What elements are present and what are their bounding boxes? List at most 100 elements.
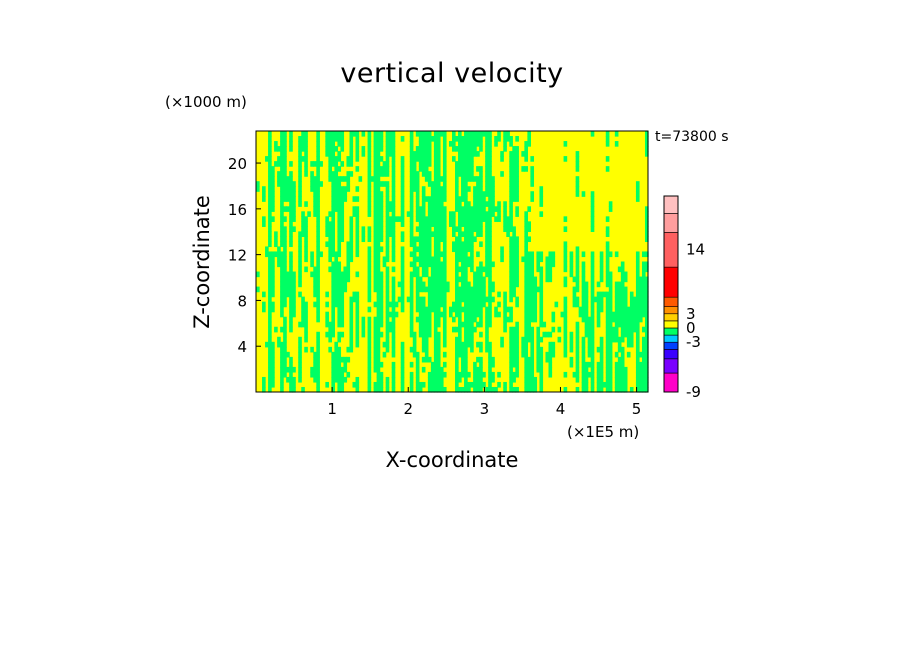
field-cell: [430, 231, 435, 237]
field-cell: [530, 181, 535, 187]
field-cell: [473, 316, 477, 323]
field-cell: [334, 146, 339, 152]
field-cell: [409, 386, 414, 393]
field-cell: [286, 186, 290, 192]
field-cell: [590, 196, 595, 202]
field-cell: [349, 246, 354, 253]
field-cell: [635, 321, 640, 328]
field-cell: [421, 251, 426, 258]
field-cell: [494, 311, 498, 318]
field-cell: [572, 276, 577, 283]
field-cell: [316, 231, 320, 237]
field-cell: [476, 311, 480, 318]
field-cell: [427, 176, 432, 182]
field-cell: [328, 326, 332, 333]
field-cell: [331, 156, 335, 162]
field-cell: [509, 216, 513, 222]
field-cell: [379, 271, 384, 278]
field-cell: [280, 266, 284, 273]
field-cell: [473, 201, 477, 207]
field-cell: [467, 141, 471, 147]
field-cell: [280, 371, 284, 378]
field-cell: [298, 271, 302, 278]
field-cell: [355, 241, 360, 248]
field-cell: [503, 206, 507, 212]
field-cell: [340, 371, 345, 378]
field-cell: [620, 321, 625, 328]
field-cell: [635, 311, 640, 318]
field-cell: [458, 291, 462, 298]
field-cell: [352, 196, 357, 202]
field-cell: [268, 141, 272, 147]
field-cell: [268, 136, 272, 142]
field-cell: [590, 336, 595, 343]
field-cell: [485, 141, 489, 147]
field-cell: [482, 371, 486, 378]
field-cell: [280, 256, 284, 263]
field-cell: [412, 351, 417, 358]
field-cell: [397, 296, 402, 303]
field-cell: [536, 346, 541, 353]
field-cell: [530, 281, 535, 288]
field-cell: [298, 156, 302, 162]
field-cell: [479, 376, 483, 383]
field-cell: [412, 151, 417, 157]
field-cell: [334, 371, 339, 378]
field-cell: [617, 316, 622, 323]
field-cell: [608, 366, 613, 373]
field-cell: [512, 156, 516, 162]
field-cell: [641, 366, 646, 373]
field-cell: [433, 296, 438, 303]
field-cell: [409, 211, 414, 217]
field-cell: [427, 151, 432, 157]
field-cell: [563, 276, 568, 283]
field-cell: [452, 146, 456, 152]
field-cell: [488, 191, 492, 197]
field-cell: [337, 191, 342, 197]
field-cell: [442, 261, 447, 268]
field-cell: [367, 291, 372, 298]
field-cell: [470, 306, 474, 313]
field-cell: [337, 236, 342, 243]
field-cell: [268, 191, 272, 197]
field-cell: [367, 281, 372, 288]
field-cell: [515, 336, 519, 343]
field-cell: [509, 156, 513, 162]
field-cell: [530, 306, 535, 313]
field-cell: [298, 201, 302, 207]
field-cell: [488, 246, 492, 253]
field-cell: [575, 181, 580, 187]
field-cell: [433, 301, 438, 308]
field-cell: [328, 226, 332, 232]
field-cell: [349, 256, 354, 263]
field-cell: [271, 371, 275, 378]
field-cell: [599, 356, 604, 363]
field-cell: [436, 386, 441, 393]
field-cell: [509, 181, 513, 187]
field-cell: [442, 336, 447, 343]
field-cell: [626, 351, 631, 358]
field-cell: [268, 331, 272, 338]
field-cell: [391, 131, 396, 137]
field-cell: [524, 356, 528, 363]
field-cell: [292, 291, 296, 298]
field-cell: [325, 136, 329, 142]
field-cell: [409, 301, 414, 308]
field-cell: [479, 136, 483, 142]
field-cell: [605, 141, 610, 147]
field-cell: [427, 296, 432, 303]
field-cell: [545, 276, 550, 283]
field-cell: [473, 191, 477, 197]
field-cell: [367, 186, 372, 192]
field-cell: [617, 301, 622, 308]
field-cell: [638, 366, 643, 373]
field-cell: [415, 256, 420, 263]
field-cell: [635, 361, 640, 368]
field-cell: [575, 276, 580, 283]
field-cell: [361, 316, 366, 323]
field-cell: [328, 346, 332, 353]
field-cell: [605, 306, 610, 313]
field-cell: [575, 336, 580, 343]
field-cell: [331, 331, 335, 338]
field-cell: [385, 191, 390, 197]
